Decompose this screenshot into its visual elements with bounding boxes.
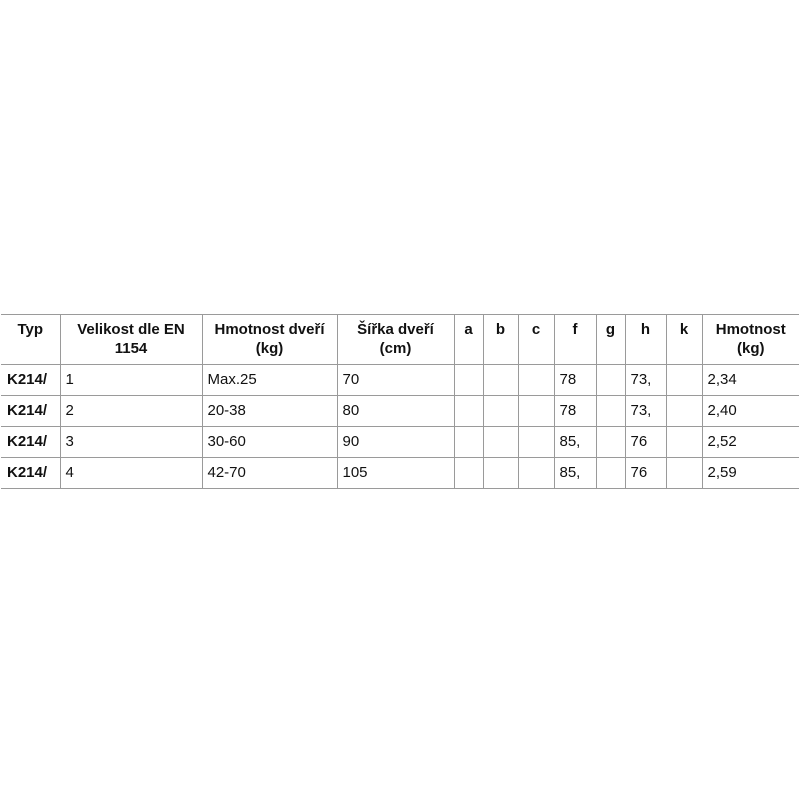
table-cell	[665, 364, 703, 396]
table-cell: 2,40	[701, 395, 799, 427]
column-header: c	[517, 314, 555, 365]
table-cell: 73,	[624, 364, 667, 396]
column-header: k	[665, 314, 703, 365]
table-cell	[517, 457, 555, 489]
table-cell: 1	[59, 364, 203, 396]
table-cell: 76	[624, 457, 667, 489]
column-header: Typ	[1, 314, 61, 365]
table-cell: 3	[59, 426, 203, 458]
table-cell: K214/	[1, 457, 61, 489]
table-cell	[482, 364, 519, 396]
table-cell	[517, 364, 555, 396]
column-header: a	[453, 314, 484, 365]
table-cell	[665, 395, 703, 427]
table-cell	[595, 364, 626, 396]
table-row: K214/3 30-60 90 85, 76 2,52	[1, 426, 799, 458]
table-cell: 42-70	[201, 457, 338, 489]
table-cell: 2,52	[701, 426, 799, 458]
column-header: Hmotnost dveří (kg)	[201, 314, 338, 365]
table-row: K214/2 20-38 80 78 73, 2,40	[1, 395, 799, 427]
table-cell	[517, 395, 555, 427]
table-cell: 105	[336, 457, 455, 489]
table-cell: 70	[336, 364, 455, 396]
table-cell: 20-38	[201, 395, 338, 427]
table-cell: 2,34	[701, 364, 799, 396]
column-header: h	[624, 314, 667, 365]
table-cell	[595, 426, 626, 458]
table-cell: 2,59	[701, 457, 799, 489]
column-header: g	[595, 314, 626, 365]
table-cell	[482, 395, 519, 427]
table-cell: 85,	[553, 457, 597, 489]
product-spec-table: Typ Velikost dle EN 1154 Hmotnost dveří (k…	[1, 314, 799, 489]
table-cell: 4	[59, 457, 203, 489]
column-header: b	[482, 314, 519, 365]
table-cell	[482, 457, 519, 489]
table-cell	[453, 426, 484, 458]
table-cell: 85,	[553, 426, 597, 458]
table-cell	[595, 395, 626, 427]
table-cell: Max.25	[201, 364, 338, 396]
table-cell: 90	[336, 426, 455, 458]
table-row: K214/1 Max.25 70 78 73, 2,34	[1, 364, 799, 396]
table-cell	[453, 457, 484, 489]
table-cell: 80	[336, 395, 455, 427]
header-row: Typ Velikost dle EN 1154 Hmotnost dveří (k…	[1, 314, 799, 365]
table-cell	[453, 364, 484, 396]
table-row: K214/4 42-70 105 85, 76 2,59	[1, 457, 799, 489]
table-cell	[453, 395, 484, 427]
table-cell: 76	[624, 426, 667, 458]
column-header: Šířka dveří (cm)	[336, 314, 455, 365]
table-cell	[665, 426, 703, 458]
table-cell: 30-60	[201, 426, 338, 458]
table-cell: K214/	[1, 395, 61, 427]
table-cell	[517, 426, 555, 458]
column-header: Hmotnost (kg)	[701, 314, 799, 365]
table-cell	[665, 457, 703, 489]
table-cell: 78	[553, 364, 597, 396]
table-cell: 78	[553, 395, 597, 427]
table-cell: K214/	[1, 364, 61, 396]
table-cell: 73,	[624, 395, 667, 427]
table-cell	[595, 457, 626, 489]
table-cell	[482, 426, 519, 458]
column-header: f	[553, 314, 597, 365]
column-header: Velikost dle EN 1154	[59, 314, 203, 365]
table-cell: K214/	[1, 426, 61, 458]
table-cell: 2	[59, 395, 203, 427]
